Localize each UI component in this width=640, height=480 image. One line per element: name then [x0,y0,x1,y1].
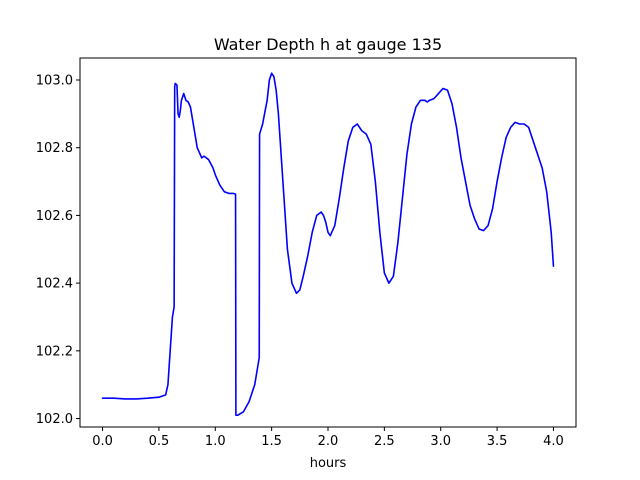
x-tick-label: 0.5 [149,434,170,449]
plot-area: 0.0 0.5 1.0 1.5 2.0 2.5 3.0 3.5 4.0 102.0102.210… [36,57,577,449]
x-tick-label: 2.5 [374,434,395,449]
x-tick-label: 4.0 [543,434,564,449]
y-tick-label: 102.6 [36,209,73,224]
y-tick-label: 103.0 [36,74,73,89]
x-tick-label: 1.5 [261,434,282,449]
y-tick-label: 102.0 [36,412,73,427]
x-axis: 0.0 0.5 1.0 1.5 2.0 2.5 3.0 3.5 4.0 [92,427,564,449]
series-line [101,72,555,416]
y-tick-label: 102.4 [36,277,73,292]
y-tick-label: 102.8 [36,141,73,156]
chart-title: Water Depth h at gauge 135 [214,35,442,54]
plot-frame [79,57,577,428]
x-tick-label: 3.5 [487,434,508,449]
y-axis: 102.0 102.2 102.4 102.6 102.8 103.0 [36,74,80,427]
x-tick-label: 0.0 [92,434,113,449]
x-axis-label: hours [310,456,347,471]
x-tick-label: 2.0 [318,434,339,449]
x-tick-label: 1.0 [205,434,226,449]
series-layer [101,72,555,416]
x-tick-label: 3.0 [430,434,451,449]
y-tick-label: 102.2 [36,344,73,359]
